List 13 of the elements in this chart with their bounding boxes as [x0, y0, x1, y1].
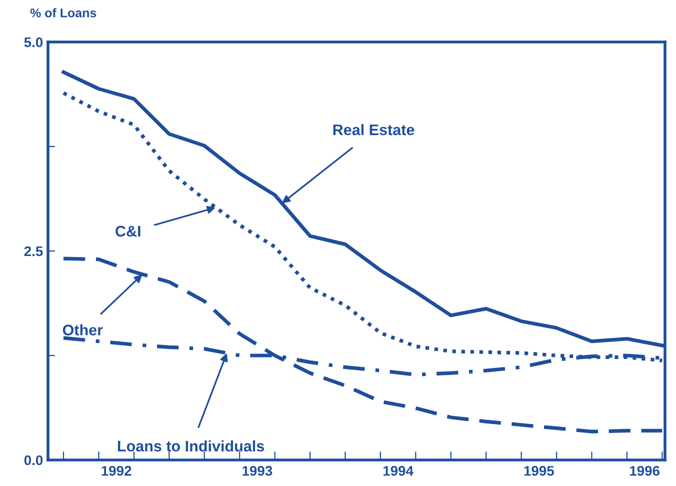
x-tick-label: 1994: [383, 466, 414, 476]
annotation: C&I: [116, 226, 140, 237]
x-tick-label: 1995: [524, 466, 554, 476]
annotation: Loans to Individuals: [118, 440, 264, 452]
y-tick-label: 0.0: [24, 455, 43, 466]
y-tick-label: 2.5: [24, 246, 43, 256]
y-tick-label: 5.0: [24, 37, 43, 48]
x-tick-label: 1996: [630, 466, 660, 476]
x-tick-label: 1992: [102, 466, 132, 476]
x-tick-label: 1993: [242, 466, 272, 476]
y-axis-title: % of Loans: [30, 8, 96, 18]
annotation: Real Estate: [333, 124, 414, 136]
annotation: Other: [62, 324, 103, 336]
